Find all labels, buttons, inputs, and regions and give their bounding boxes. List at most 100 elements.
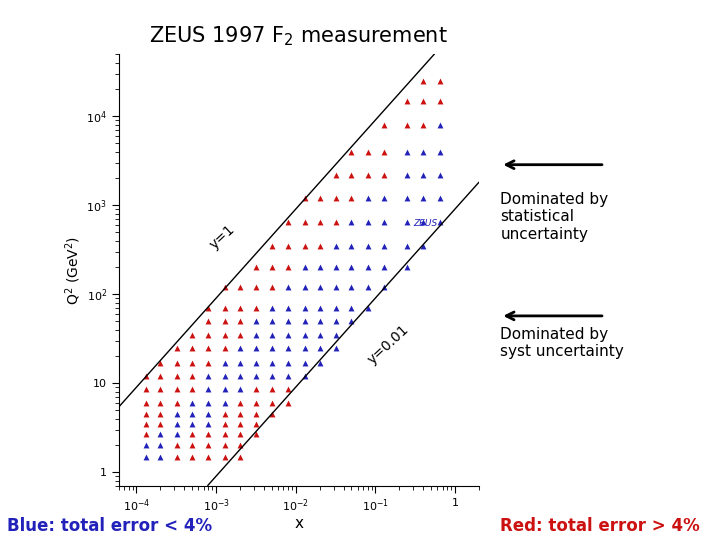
Point [220, 372, 231, 381]
Point [299, 194, 310, 202]
Point [251, 429, 262, 438]
Point [251, 359, 262, 367]
Point [418, 241, 429, 250]
Point [361, 218, 373, 226]
Point [266, 283, 277, 292]
Point [220, 399, 231, 407]
Point [282, 330, 294, 339]
Point [299, 372, 310, 381]
Point [140, 410, 151, 418]
Point [401, 241, 413, 250]
Point [282, 283, 294, 292]
Point [171, 441, 182, 450]
Point [140, 441, 151, 450]
Point [401, 96, 413, 105]
Point [251, 385, 262, 394]
Point [266, 410, 277, 418]
Point [202, 359, 214, 367]
Point [379, 241, 390, 250]
Point [299, 283, 310, 292]
Point [346, 171, 357, 179]
Point [220, 330, 231, 339]
Point [220, 359, 231, 367]
Point [379, 120, 390, 129]
Point [330, 171, 341, 179]
Point [186, 441, 198, 450]
Point [186, 343, 198, 352]
Point [418, 171, 429, 179]
Point [202, 399, 214, 407]
Point [346, 194, 357, 202]
Point [140, 372, 151, 381]
Point [434, 218, 446, 226]
Point [330, 218, 341, 226]
Point [186, 420, 198, 428]
Point [379, 194, 390, 202]
Point [186, 399, 198, 407]
Point [202, 429, 214, 438]
Point [314, 283, 325, 292]
Point [234, 283, 246, 292]
Point [202, 441, 214, 450]
Point [282, 343, 294, 352]
Point [299, 330, 310, 339]
Point [330, 194, 341, 202]
Point [418, 147, 429, 156]
Point [379, 263, 390, 272]
Point [251, 343, 262, 352]
Point [299, 218, 310, 226]
Text: ZEUS: ZEUS [413, 219, 438, 228]
Point [220, 420, 231, 428]
Point [220, 452, 231, 461]
Point [155, 399, 166, 407]
Point [299, 263, 310, 272]
Point [234, 359, 246, 367]
Point [234, 441, 246, 450]
Point [379, 147, 390, 156]
Point [234, 420, 246, 428]
Point [379, 218, 390, 226]
Point [202, 372, 214, 381]
Text: y=1: y=1 [207, 222, 238, 252]
Point [251, 283, 262, 292]
Point [155, 441, 166, 450]
Point [202, 385, 214, 394]
Point [418, 96, 429, 105]
Point [346, 218, 357, 226]
Point [418, 194, 429, 202]
Point [234, 410, 246, 418]
Point [202, 420, 214, 428]
Point [346, 316, 357, 325]
Point [299, 241, 310, 250]
Point [314, 316, 325, 325]
Point [266, 372, 277, 381]
Point [418, 77, 429, 85]
Point [361, 194, 373, 202]
Point [314, 241, 325, 250]
Point [171, 359, 182, 367]
Point [434, 171, 446, 179]
Point [282, 303, 294, 312]
Point [171, 385, 182, 394]
Point [330, 343, 341, 352]
Point [266, 303, 277, 312]
Point [314, 303, 325, 312]
Point [418, 218, 429, 226]
Point [282, 316, 294, 325]
Point [314, 343, 325, 352]
Point [330, 283, 341, 292]
Point [282, 399, 294, 407]
Point [251, 330, 262, 339]
Point [266, 316, 277, 325]
Point [379, 171, 390, 179]
Text: Dominated by
statistical
uncertainty: Dominated by statistical uncertainty [500, 192, 608, 241]
Point [266, 263, 277, 272]
Point [202, 410, 214, 418]
Point [186, 410, 198, 418]
Title: ZEUS 1997 F$_2$ measurement: ZEUS 1997 F$_2$ measurement [150, 25, 448, 49]
Point [140, 452, 151, 461]
Point [220, 343, 231, 352]
Point [282, 372, 294, 381]
Point [434, 147, 446, 156]
Point [171, 343, 182, 352]
